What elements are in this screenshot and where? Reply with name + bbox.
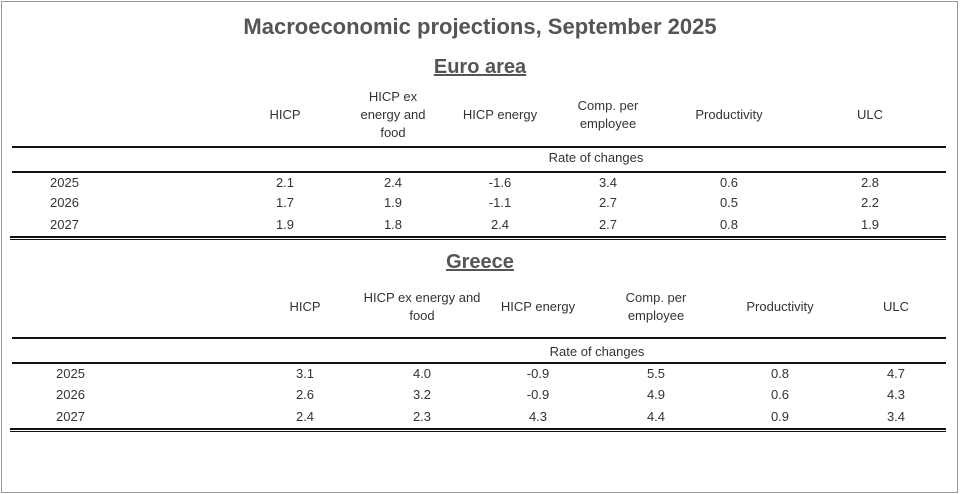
table-cell: 2.7 bbox=[598, 217, 618, 232]
table-cell: 4.3 bbox=[886, 387, 906, 402]
column-header: HICP bbox=[269, 107, 301, 122]
table-cell: 2.6 bbox=[295, 387, 315, 402]
column-header: Comp. per employee bbox=[577, 98, 639, 131]
table-cell: 1.8 bbox=[383, 217, 403, 232]
rate-of-changes-label: Rate of changes bbox=[549, 344, 645, 359]
table-cell: 0.8 bbox=[770, 366, 790, 381]
rate-of-changes-label: Rate of changes bbox=[548, 150, 644, 165]
row-year: 2026 bbox=[50, 195, 79, 210]
table-cell: -1.6 bbox=[488, 175, 512, 190]
table-cell: 3.1 bbox=[295, 366, 315, 381]
column-header: HICP energy bbox=[462, 107, 538, 122]
column-header: HICP energy bbox=[500, 299, 576, 314]
table-cell: 2.3 bbox=[412, 409, 432, 424]
table-cell: 2.8 bbox=[860, 175, 880, 190]
table-cell: 3.4 bbox=[886, 409, 906, 424]
table-cell: 4.3 bbox=[528, 409, 548, 424]
table-cell: 1.7 bbox=[275, 195, 295, 210]
divider bbox=[10, 236, 946, 238]
row-year: 2025 bbox=[56, 366, 85, 381]
row-year: 2027 bbox=[50, 217, 79, 232]
euro-area-heading: Euro area bbox=[433, 56, 527, 78]
table-cell: 1.9 bbox=[383, 195, 403, 210]
divider bbox=[10, 428, 946, 430]
table-cell: -0.9 bbox=[526, 366, 550, 381]
page-title: Macroeconomic projections, September 202… bbox=[243, 14, 717, 39]
table-cell: 0.6 bbox=[719, 175, 739, 190]
column-header: ULC bbox=[856, 107, 883, 122]
table-cell: -1.1 bbox=[488, 195, 512, 210]
table-cell: 0.8 bbox=[719, 217, 739, 232]
table-cell: 2.4 bbox=[295, 409, 315, 424]
table-cell: 2.7 bbox=[598, 195, 618, 210]
row-year: 2027 bbox=[56, 409, 85, 424]
column-header: Comp. per employee bbox=[625, 290, 687, 323]
column-header: HICP ex energy and food bbox=[363, 290, 481, 323]
table-cell: 4.0 bbox=[412, 366, 432, 381]
column-header: HICP bbox=[289, 299, 321, 314]
table-cell: 2.2 bbox=[860, 195, 880, 210]
divider bbox=[12, 171, 946, 173]
divider bbox=[12, 337, 946, 339]
table-cell: 3.4 bbox=[598, 175, 618, 190]
column-header: ULC bbox=[882, 299, 909, 314]
column-header: Productivity bbox=[695, 107, 763, 122]
table-cell: 4.7 bbox=[886, 366, 906, 381]
divider bbox=[10, 239, 946, 240]
divider bbox=[12, 362, 946, 364]
table-cell: 2.4 bbox=[490, 217, 510, 232]
table-cell: 0.6 bbox=[770, 387, 790, 402]
table-cell: 4.4 bbox=[646, 409, 666, 424]
table-cell: 0.9 bbox=[770, 409, 790, 424]
table-cell: 5.5 bbox=[646, 366, 666, 381]
row-year: 2025 bbox=[50, 175, 79, 190]
table-cell: 0.5 bbox=[719, 195, 739, 210]
row-year: 2026 bbox=[56, 387, 85, 402]
column-header: HICP ex energy and food bbox=[360, 89, 426, 140]
table-cell: 2.4 bbox=[383, 175, 403, 190]
table-cell: 2.1 bbox=[275, 175, 295, 190]
table-cell: 1.9 bbox=[860, 217, 880, 232]
divider bbox=[10, 431, 946, 432]
divider bbox=[12, 146, 946, 148]
table-cell: 1.9 bbox=[275, 217, 295, 232]
greece-heading: Greece bbox=[446, 251, 514, 273]
column-header: Productivity bbox=[746, 299, 814, 314]
table-cell: 4.9 bbox=[646, 387, 666, 402]
table-cell: -0.9 bbox=[526, 387, 550, 402]
table-cell: 3.2 bbox=[412, 387, 432, 402]
